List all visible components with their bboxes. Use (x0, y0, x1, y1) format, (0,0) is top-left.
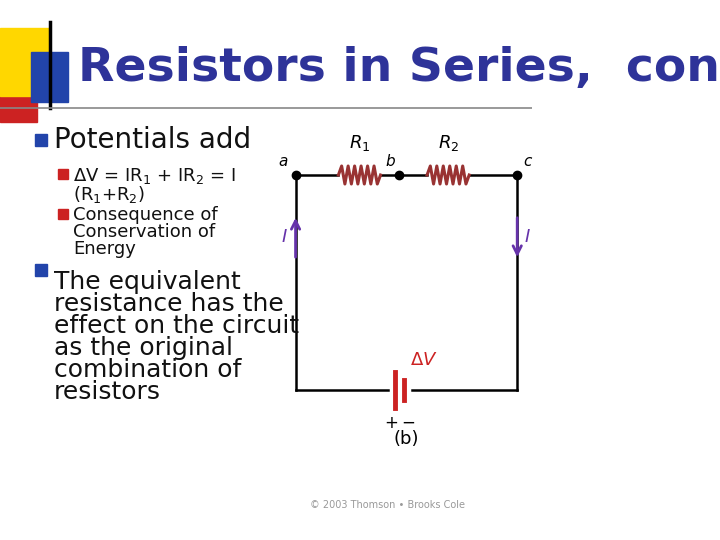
Bar (0, 72, 37, 122)
Text: Conservation of: Conservation of (73, 223, 215, 241)
Text: Consequence of: Consequence of (73, 206, 217, 224)
Text: (R$_1$+R$_2$): (R$_1$+R$_2$) (73, 184, 145, 205)
Bar (0, 28, 50, 96)
Text: (b): (b) (394, 430, 419, 448)
Text: $\Delta$V = IR$_1$ + IR$_2$ = I: $\Delta$V = IR$_1$ + IR$_2$ = I (73, 166, 236, 186)
Text: −: − (402, 414, 415, 432)
Text: I: I (525, 228, 530, 246)
Bar (31, 52, 68, 102)
Text: Potentials add: Potentials add (54, 126, 251, 154)
Text: © 2003 Thomson • Brooks Cole: © 2003 Thomson • Brooks Cole (310, 500, 465, 510)
Text: resistance has the: resistance has the (54, 292, 284, 316)
Text: c: c (523, 154, 531, 169)
Text: combination of: combination of (54, 358, 241, 382)
Text: Resistors in Series,  cont: Resistors in Series, cont (78, 45, 720, 91)
Text: b: b (386, 154, 395, 169)
Text: $R_2$: $R_2$ (438, 133, 459, 153)
Text: +: + (384, 414, 398, 432)
Text: $R_1$: $R_1$ (348, 133, 370, 153)
Text: a: a (279, 154, 288, 169)
Text: $\Delta V$: $\Delta V$ (410, 351, 438, 369)
Text: I: I (282, 228, 287, 246)
Text: Energy: Energy (73, 240, 136, 258)
Text: The equivalent: The equivalent (54, 270, 240, 294)
Text: resistors: resistors (54, 380, 161, 404)
Text: as the original: as the original (54, 336, 233, 360)
Text: effect on the circuit: effect on the circuit (54, 314, 299, 338)
